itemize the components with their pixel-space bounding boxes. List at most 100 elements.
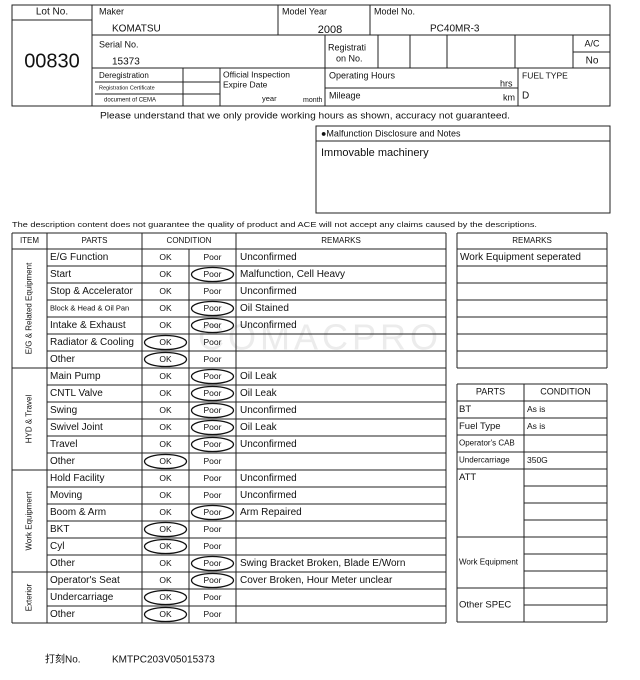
part-name: Other — [50, 354, 76, 365]
label: 15373 — [112, 57, 140, 68]
ok-option: OK — [159, 371, 172, 381]
selected-circle — [190, 504, 235, 521]
part-name: Main Pump — [50, 371, 101, 382]
ok-option: OK — [159, 575, 172, 585]
remark: Oil Leak — [240, 388, 278, 399]
box — [11, 4, 611, 107]
poor-option: Poor — [204, 269, 222, 279]
ok-option: OK — [159, 524, 172, 534]
ok-option: OK — [159, 541, 172, 551]
label: Model No. — [374, 6, 415, 16]
part-name: Stop & Accelerator — [50, 286, 133, 297]
column-header: REMARKS — [512, 236, 552, 245]
selected-circle — [190, 317, 235, 334]
label: Operating Hours — [329, 70, 396, 80]
poor-option: Poor — [204, 405, 222, 415]
label: KOMATSU — [112, 24, 161, 35]
part-name: Start — [50, 269, 71, 280]
part-name: Boom & Arm — [50, 507, 106, 518]
poor-option: Poor — [204, 320, 222, 330]
label: 打刻No. — [45, 653, 81, 666]
label: document of CEMA — [104, 98, 156, 104]
poor-option: Poor — [204, 592, 222, 602]
poor-option: Poor — [204, 252, 222, 262]
remark: Oil Leak — [240, 371, 278, 382]
part-name: CNTL Valve — [50, 388, 103, 399]
selected-circle — [143, 538, 188, 555]
remark: Arm Repaired — [240, 507, 302, 518]
label: A/C — [584, 38, 600, 48]
label: 2008 — [318, 24, 342, 36]
label: Immovable machinery — [321, 147, 429, 159]
group-label: Work Equipment — [25, 491, 34, 551]
ok-option: OK — [159, 252, 172, 262]
ok-option: OK — [159, 507, 172, 517]
remark: Unconfirmed — [240, 252, 297, 263]
selected-circle — [190, 402, 235, 419]
selected-circle — [190, 555, 235, 572]
ok-option: OK — [159, 388, 172, 398]
poor-option: Poor — [204, 388, 222, 398]
remark: Oil Leak — [240, 422, 278, 433]
poor-option: Poor — [204, 286, 222, 296]
remark: Malfunction, Cell Heavy — [240, 269, 345, 280]
ok-option: OK — [159, 473, 172, 483]
poor-option: Poor — [204, 609, 222, 619]
ok-option: OK — [159, 320, 172, 330]
selected-circle — [190, 419, 235, 436]
selected-circle — [190, 368, 235, 385]
ok-option: OK — [159, 558, 172, 568]
label: Please understand that we only provide w… — [100, 110, 510, 120]
part-name: Operator's CAB — [459, 439, 515, 448]
remark: Work Equipment seperated — [460, 252, 581, 263]
condition: As is — [527, 404, 545, 414]
part-name: BKT — [50, 524, 69, 535]
poor-option: Poor — [204, 524, 222, 534]
poor-option: Poor — [204, 371, 222, 381]
part-name: Undercarriage — [50, 592, 114, 603]
label: hrs — [500, 78, 513, 88]
label: Serial No. — [99, 39, 139, 49]
selected-circle — [143, 589, 188, 606]
part-name: Cyl — [50, 541, 64, 552]
selected-circle — [143, 521, 188, 538]
selected-circle — [143, 334, 188, 351]
poor-option: Poor — [204, 439, 222, 449]
part-name: Fuel Type — [459, 421, 501, 432]
selected-circle — [190, 385, 235, 402]
remark: Unconfirmed — [240, 439, 297, 450]
label: Model Year — [282, 6, 327, 16]
condition: As is — [527, 421, 545, 431]
label: 00830 — [24, 50, 80, 72]
part-name: Moving — [50, 490, 82, 501]
label: Lot No. — [36, 7, 68, 18]
label: Registrati — [328, 42, 366, 52]
part-name: Intake & Exhaust — [50, 320, 126, 331]
poor-option: Poor — [204, 456, 222, 466]
selected-circle — [190, 572, 235, 589]
label: Deregistration — [99, 71, 149, 80]
remark: Unconfirmed — [240, 320, 297, 331]
poor-option: Poor — [204, 575, 222, 585]
part-name: Block & Head & Oil Pan — [50, 303, 129, 312]
poor-option: Poor — [204, 507, 222, 517]
selected-circle — [190, 436, 235, 453]
column-header: REMARKS — [321, 236, 361, 245]
column-header: ITEM — [20, 236, 39, 245]
column-header: CONDITION — [540, 386, 591, 396]
selected-circle — [190, 266, 235, 283]
ok-option: OK — [159, 592, 172, 602]
part-name: Other — [50, 456, 76, 467]
label: Registration Certificate — [99, 85, 155, 91]
group-label: HYD & Travel — [25, 395, 34, 444]
remark: Swing Bracket Broken, Blade E/Worn — [240, 558, 405, 569]
part-name: E/G Function — [50, 252, 108, 263]
part-name: Work Equipment — [459, 558, 519, 567]
poor-option: Poor — [204, 473, 222, 483]
selected-circle — [143, 606, 188, 623]
selected-circle — [143, 453, 188, 470]
remark: Unconfirmed — [240, 473, 297, 484]
selected-circle — [143, 351, 188, 368]
label: D — [522, 91, 529, 102]
